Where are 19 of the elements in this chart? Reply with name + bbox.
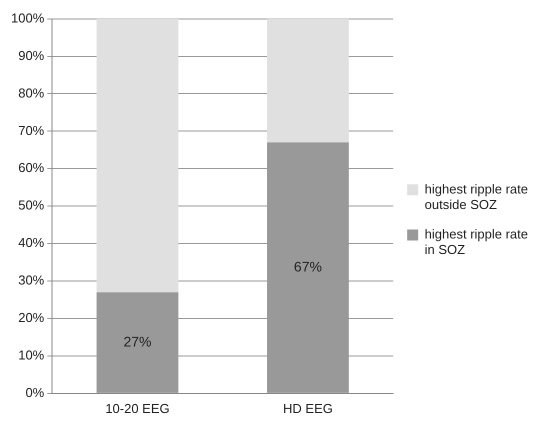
bar: [267, 18, 349, 142]
y-tick-label: 70%: [18, 122, 45, 138]
data-label: 67%: [294, 258, 322, 275]
x-tick-label: 10-20 EEG: [105, 400, 170, 416]
y-tick-label: 100%: [11, 10, 45, 26]
y-tick-label: 20%: [18, 310, 45, 326]
bar: [96, 18, 178, 292]
y-tick-label: 40%: [18, 235, 45, 250]
y-tick-label: 60%: [18, 160, 45, 176]
y-tick-label: 80%: [18, 85, 45, 100]
x-tick-label: HD EEG: [283, 400, 333, 416]
y-tick-label: 30%: [18, 272, 45, 288]
y-tick-label: 0%: [25, 384, 45, 400]
legend-label: highest ripple rate outside SOZ: [424, 181, 528, 212]
y-tick-label: 90%: [18, 48, 45, 63]
y-tick-label: 50%: [18, 198, 45, 213]
y-tick-label: 10%: [18, 348, 45, 363]
legend-label: highest ripple rate in SOZ: [424, 226, 528, 258]
data-label: 27%: [123, 333, 152, 350]
